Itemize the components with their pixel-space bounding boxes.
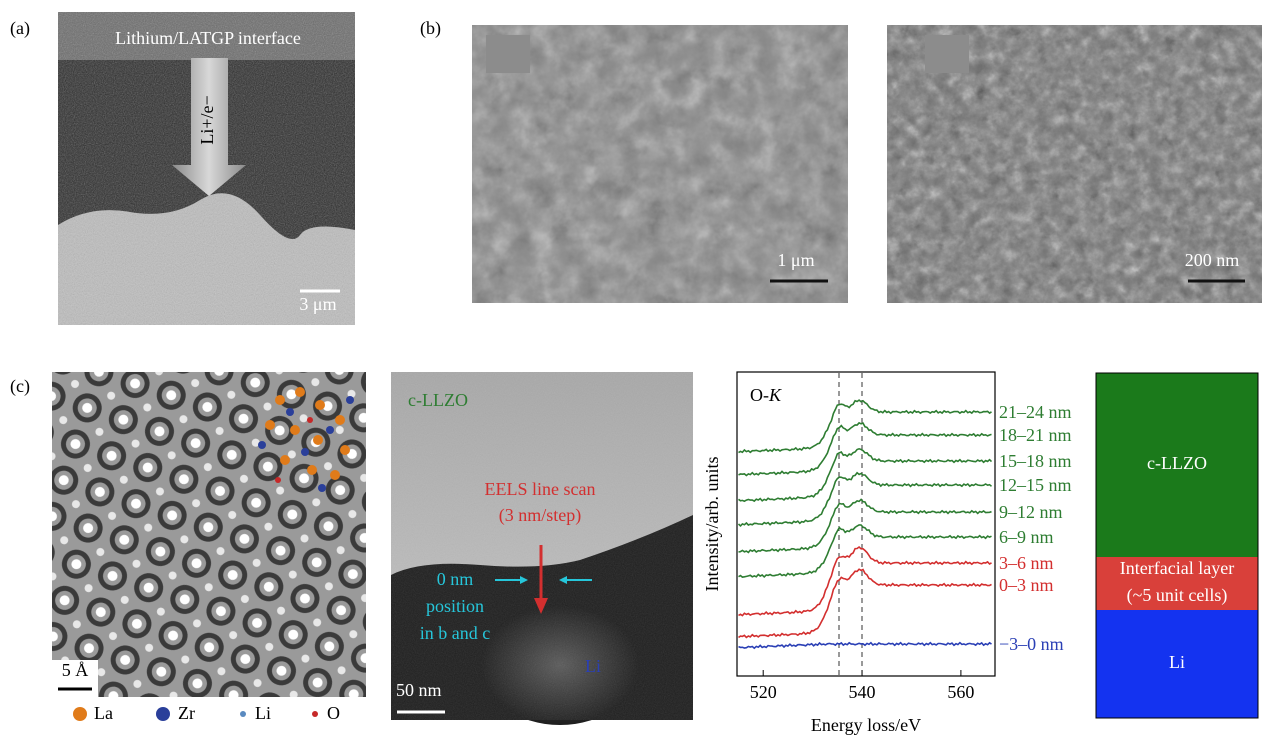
scale-label: 50 nm: [396, 680, 442, 700]
structure-model: [258, 387, 354, 492]
panel-label: (c): [10, 376, 30, 397]
spectrum-label: −3–0 nm: [999, 634, 1064, 654]
scan-arrow-head: [534, 598, 548, 614]
atom: [301, 448, 309, 456]
atom: [258, 441, 266, 449]
scale-label: 5 Å: [62, 660, 89, 680]
legend-label: Li: [255, 703, 271, 723]
tem-label: (3 nm/step): [499, 505, 582, 526]
layer-interface: [1096, 557, 1258, 610]
atom: [335, 415, 345, 425]
spectrum-label: 0–3 nm: [999, 575, 1054, 595]
texture: [472, 25, 848, 303]
scale-label: 200 nm: [1185, 250, 1240, 270]
tem-label: position: [426, 596, 484, 616]
atom: [307, 417, 313, 423]
plot-frame: [736, 371, 996, 677]
scale-label: 1 μm: [777, 250, 814, 270]
image-title: Lithium/LATGP interface: [115, 28, 301, 48]
lattice-image: [52, 372, 366, 697]
atom: [275, 477, 281, 483]
y-axis-label: Intensity/arb. units: [702, 457, 722, 592]
spectrum: [738, 568, 992, 639]
marker-arrow-head: [520, 576, 528, 584]
atom: [286, 408, 294, 416]
marker-arrow-head: [559, 576, 567, 584]
scale-label: 3 μm: [299, 294, 336, 314]
layer-li: [1096, 610, 1258, 718]
atom: [295, 387, 305, 397]
layer-label: Li: [1169, 652, 1185, 672]
spectrum: [738, 447, 993, 503]
spectrum: [738, 545, 992, 617]
atom: [313, 435, 323, 445]
spectrum-label: 15–18 nm: [999, 451, 1072, 471]
panel-label: (a): [10, 18, 30, 39]
atom: [275, 395, 285, 405]
tem-label: in b and c: [420, 623, 490, 643]
atom: [265, 420, 275, 430]
atom: [326, 426, 334, 434]
tem-label: Li: [585, 656, 601, 676]
atom: [290, 425, 300, 435]
patch: [925, 35, 969, 73]
layer-llzo: [1096, 373, 1258, 557]
legend-icon: [156, 707, 170, 721]
patch: [486, 35, 530, 73]
atom: [330, 470, 340, 480]
title-text: O-: [750, 385, 769, 405]
title-italic: K: [768, 385, 782, 405]
spectrum-label: 21–24 nm: [999, 402, 1072, 422]
tem-label: EELS line scan: [485, 479, 596, 499]
spectrum-label: 12–15 nm: [999, 475, 1072, 495]
atom-legend: La Zr Li O: [73, 703, 340, 723]
spectrum: [738, 524, 992, 579]
panel-label: (b): [420, 18, 441, 39]
plot-title: O-K: [750, 385, 782, 405]
x-tick-label: 520: [750, 682, 777, 702]
spectrum: [738, 641, 992, 650]
atom: [346, 396, 354, 404]
x-tick-label: 540: [849, 682, 876, 702]
atom: [340, 445, 350, 455]
spectrum-label: 9–12 nm: [999, 502, 1063, 522]
spectrum-label: 6–9 nm: [999, 527, 1054, 547]
layer-label: (~5 unit cells): [1127, 585, 1228, 606]
legend-label: La: [94, 703, 113, 723]
legend-icon: [240, 711, 246, 717]
x-tick-label: 560: [947, 682, 974, 702]
atom: [318, 484, 326, 492]
atom: [315, 400, 325, 410]
legend-label: Zr: [178, 703, 195, 723]
legend-label: O: [327, 703, 340, 723]
spectrum: [738, 498, 992, 554]
layer-frame: [1095, 372, 1259, 719]
tem-label: c-LLZO: [408, 390, 468, 410]
arrow: [172, 58, 246, 196]
layer-label: Interfacial layer: [1120, 558, 1234, 578]
sem-image-a: [58, 12, 355, 325]
atom: [307, 465, 317, 475]
atom: [280, 455, 290, 465]
spectrum: [737, 471, 993, 528]
tem-label: 0 nm: [437, 569, 474, 589]
legend-icon: [312, 711, 318, 717]
spectrum: [738, 421, 992, 477]
scale-box: [52, 660, 98, 697]
arrow-label: Li+/e−: [197, 95, 217, 144]
layer-label: c-LLZO: [1147, 453, 1207, 473]
legend-icon: [73, 707, 87, 721]
spectrum-label: 18–21 nm: [999, 425, 1072, 445]
x-axis-label: Energy loss/eV: [811, 715, 921, 735]
spectrum: [738, 399, 992, 454]
spectrum-label: 3–6 nm: [999, 553, 1054, 573]
